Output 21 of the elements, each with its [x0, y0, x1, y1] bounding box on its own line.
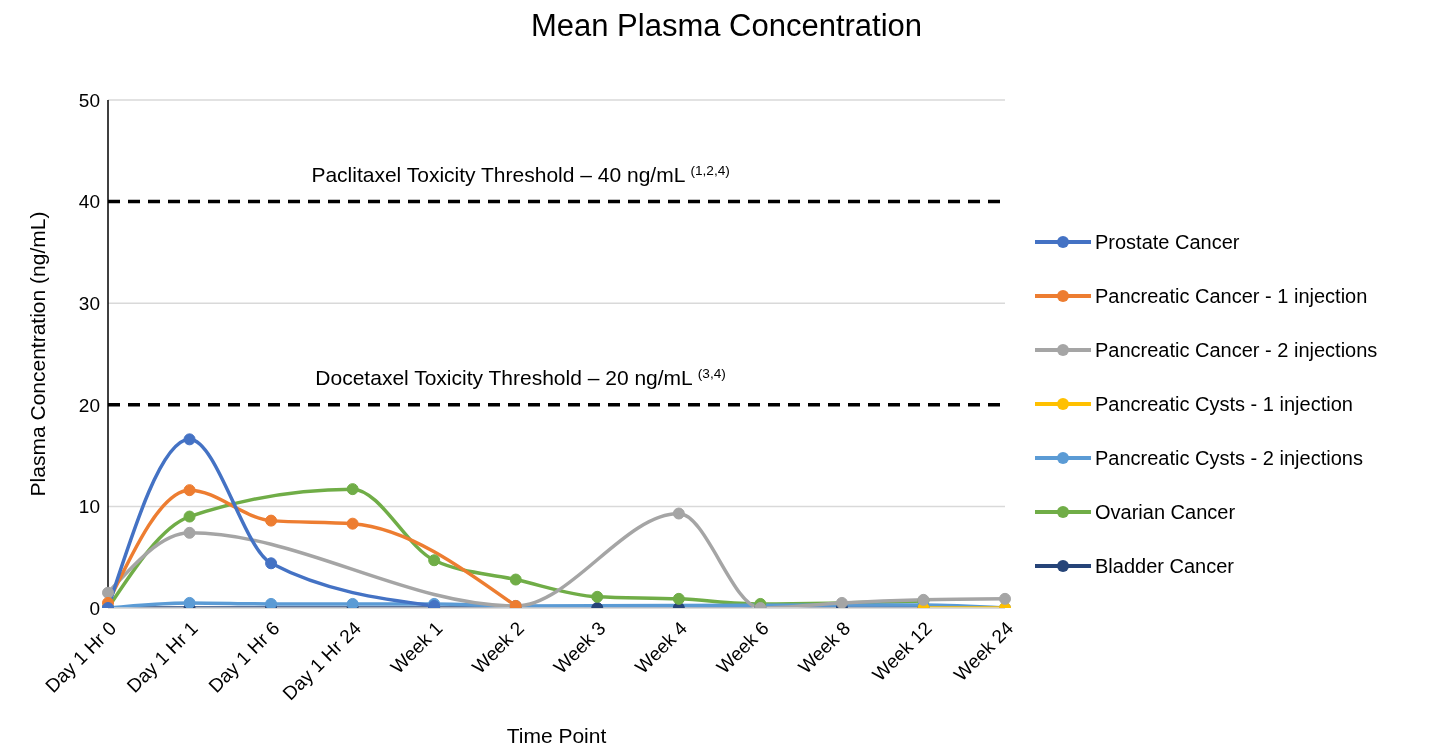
x-axis-title: Time Point: [506, 724, 607, 747]
legend-label: Pancreatic Cancer - 2 injections: [1095, 338, 1378, 362]
y-tick-label: 30: [78, 292, 100, 314]
x-tick-label: Day 1 Hr 1: [122, 617, 202, 697]
x-tick-label: Day 1 Hr 0: [41, 617, 121, 697]
legend-label: Pancreatic Cysts - 1 injection: [1095, 392, 1353, 416]
ref-line-label: Paclitaxel Toxicity Threshold – 40 ng/mL $^{(1,2,4)}$: [311, 162, 730, 186]
legend-label: Ovarian Cancer: [1095, 500, 1236, 524]
y-tick-label: 20: [78, 394, 100, 416]
legend-label: Pancreatic Cancer - 1 injection: [1095, 284, 1368, 308]
legend-label: Prostate Cancer: [1095, 230, 1240, 254]
chart-title: Mean Plasma Concentration: [529, 8, 924, 45]
y-tick-label: 50: [78, 89, 100, 111]
y-tick-label: 0: [89, 597, 100, 619]
y-tick-label: 10: [78, 496, 100, 518]
ref-line-label: Docetaxel Toxicity Threshold – 20 ng/mL $^{(3,4)}$: [315, 365, 726, 389]
y-axis-title: Plasma Concentration (ng/mL): [26, 211, 50, 497]
legend-label: Bladder Cancer: [1095, 554, 1234, 578]
x-tick-label: Day 1 Hr 24: [278, 617, 366, 705]
y-tick-label: 40: [78, 191, 100, 213]
legend-label: Pancreatic Cysts - 2 injections: [1095, 446, 1363, 470]
